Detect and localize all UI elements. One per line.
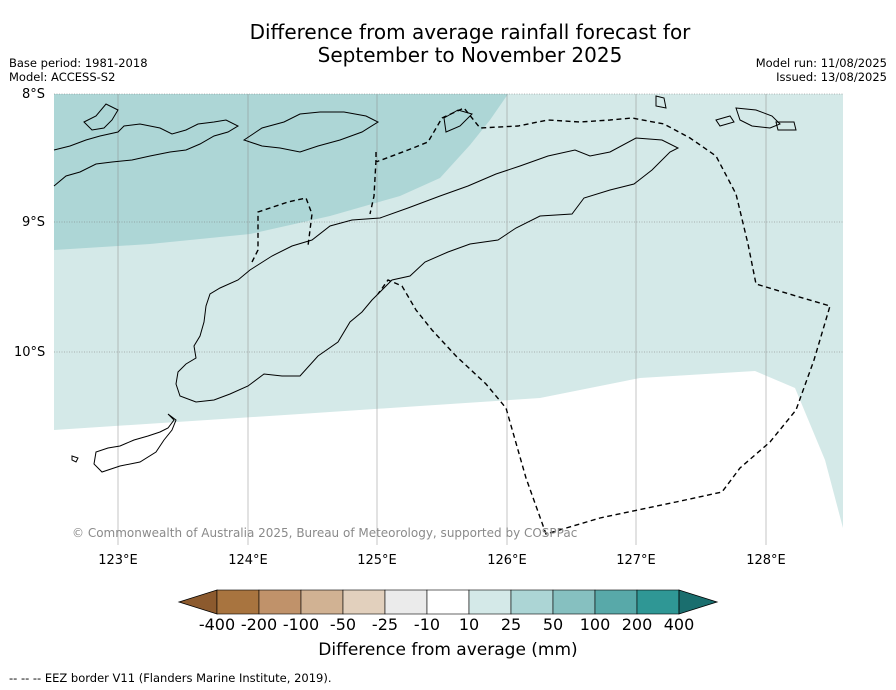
island-coast-9 xyxy=(93,413,177,473)
cb-swatch-2 xyxy=(258,589,302,615)
base-period: Base period: 1981-2018 xyxy=(9,56,148,70)
cb-swatch-3 xyxy=(300,589,344,615)
colorbar-title: Difference from average (mm) xyxy=(318,640,578,660)
colorbar xyxy=(177,589,719,615)
meridians xyxy=(117,94,767,545)
gridlines xyxy=(54,93,843,353)
lat-label-8s: 8°S xyxy=(22,87,46,102)
cb-swatch-6 xyxy=(426,589,470,615)
cb-tick-6: 10 xyxy=(458,615,480,634)
eez-border xyxy=(251,107,831,535)
chart-title-line-1: Difference from average rainfall forecas… xyxy=(249,20,691,44)
lon-label-126e: 126°E xyxy=(487,553,527,568)
copyright-notice: © Commonwealth of Australia 2025, Bureau… xyxy=(72,526,578,540)
cb-tick-4: -25 xyxy=(371,615,399,634)
lon-label-128e: 128°E xyxy=(746,553,786,568)
lat-label-9s: 9°S xyxy=(22,215,46,230)
island-coast-4 xyxy=(735,107,781,129)
cb-swatch-8 xyxy=(510,589,554,615)
model-name: Model: ACCESS-S2 xyxy=(9,70,116,84)
eez-footnote: -- -- -- EEZ border V11 (Flanders Marine… xyxy=(9,671,332,685)
island-coast-6 xyxy=(715,115,735,127)
cb-tick-1: -200 xyxy=(240,615,278,634)
island-coast-5 xyxy=(655,95,667,109)
lon-label-127e: 127°E xyxy=(616,553,656,568)
lat-label-10s: 10°S xyxy=(14,345,46,360)
cb-tick-8: 50 xyxy=(542,615,564,634)
zone-25-50 xyxy=(54,94,508,250)
island-coast-10 xyxy=(71,455,79,463)
cb-swatch-1 xyxy=(216,589,260,615)
cb-swatch-9 xyxy=(552,589,596,615)
lon-label-124e: 124°E xyxy=(228,553,268,568)
model-run: Model run: 11/08/2025 xyxy=(755,56,887,70)
cb-swatch-4 xyxy=(342,589,386,615)
chart-title-line-2: September to November 2025 xyxy=(317,43,623,67)
island-coast-3 xyxy=(242,111,380,153)
timor-coastline xyxy=(175,137,680,403)
issued-date: Issued: 13/08/2025 xyxy=(776,70,887,84)
cb-tick-0: -400 xyxy=(198,615,236,634)
cb-tick-5: -10 xyxy=(413,615,441,634)
lon-label-123e: 123°E xyxy=(98,553,138,568)
cb-swatch-10 xyxy=(594,589,638,615)
cb-tick-7: 25 xyxy=(500,615,522,634)
cb-swatch-11 xyxy=(636,589,680,615)
cb-tick-9: 100 xyxy=(579,615,611,634)
cb-tick-2: -100 xyxy=(282,615,320,634)
cb-swatch-7 xyxy=(468,589,512,615)
island-coast-1 xyxy=(53,119,240,187)
cb-swatch-5 xyxy=(384,589,428,615)
lon-label-125e: 125°E xyxy=(357,553,397,568)
island-coast-7 xyxy=(775,121,797,131)
cb-extend-high xyxy=(678,589,719,615)
island-coast-8 xyxy=(443,109,473,133)
island-coast-2 xyxy=(83,103,119,131)
cb-tick-11: 400 xyxy=(663,615,695,634)
cb-extend-low xyxy=(177,589,218,615)
cb-tick-10: 200 xyxy=(621,615,653,634)
cb-tick-3: -50 xyxy=(329,615,357,634)
